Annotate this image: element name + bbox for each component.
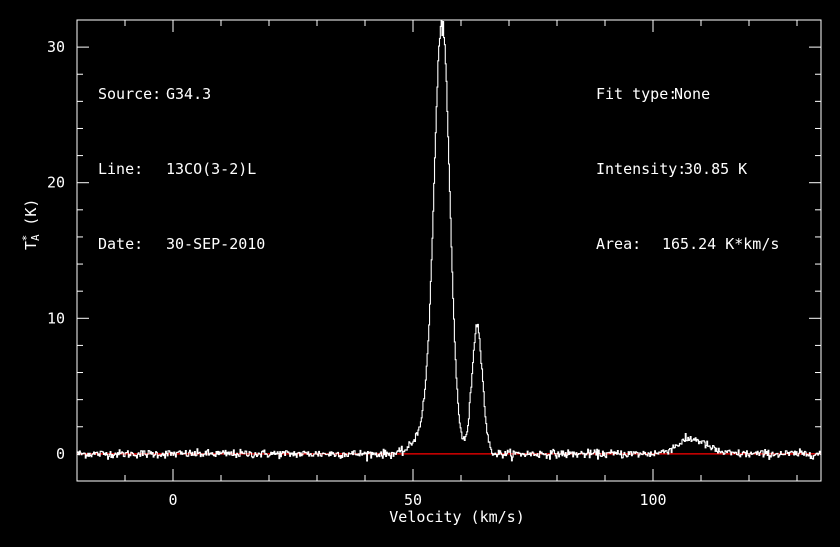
header-left: Source: G34.3 Line: 13CO(3-2)L Date: 30-SEP…	[98, 32, 265, 282]
plot-frame	[76, 19, 822, 482]
x-tick-label: 100	[639, 491, 666, 509]
fit-value: None	[674, 85, 711, 103]
intensity-label: Intensity:	[596, 160, 687, 178]
area-label: Area:	[596, 235, 642, 253]
y-axis-label-sup: *	[20, 234, 33, 242]
source-label: Source:	[98, 85, 162, 103]
spectrum-line	[77, 19, 822, 462]
intensity-value: 30.85 K	[684, 160, 748, 178]
source-value: G34.3	[166, 85, 212, 103]
x-tick-label: 50	[404, 491, 422, 509]
header-right: Fit type: None Intensity: 30.85 K Area: 165…	[596, 32, 779, 282]
area-value: 165.24 K*km/s	[662, 235, 780, 253]
y-axis-label-main: T	[22, 240, 40, 250]
axis-ticks	[76, 19, 821, 482]
x-axis-label: Velocity (km/s)	[389, 508, 525, 526]
x-axis-label-container: Velocity (km/s)	[0, 508, 840, 526]
line-label: Line:	[98, 160, 144, 178]
date-label: Date:	[98, 235, 144, 253]
line-value: 13CO(3-2)L	[166, 160, 257, 178]
date-value: 30-SEP-2010	[166, 235, 266, 253]
y-tick-label: 10	[47, 309, 65, 327]
tick-labels: 0 50 100 0 10 20 30	[47, 38, 667, 509]
x-tick-label: 0	[168, 491, 177, 509]
y-axis-label: TA* (K)	[20, 199, 42, 250]
y-axis-label-unit: (K)	[22, 198, 40, 226]
y-tick-label: 0	[56, 445, 65, 463]
fit-label: Fit type:	[596, 85, 678, 103]
y-tick-label: 20	[47, 174, 65, 192]
y-tick-label: 30	[47, 38, 65, 56]
